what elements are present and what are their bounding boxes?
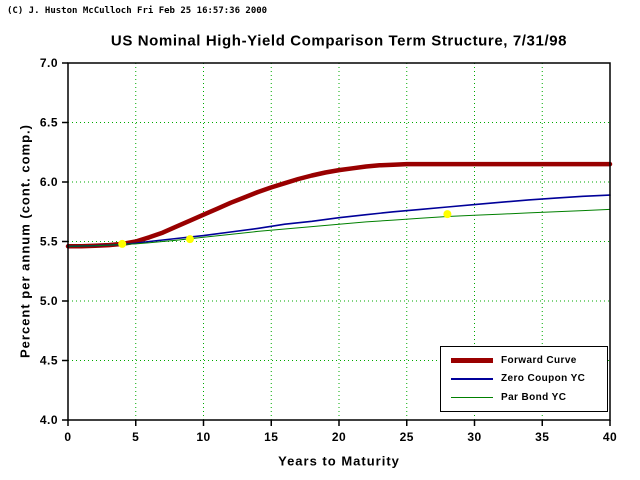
curve-forward-curve (65, 161, 613, 249)
forward-curve-line-swatch (451, 357, 493, 363)
x-tick-label: 40 (603, 430, 617, 444)
y-tick-label: 5.5 (40, 235, 58, 249)
x-tick-label: 20 (332, 430, 346, 444)
curve-par-bond-yc (67, 208, 611, 247)
knot-marker (118, 239, 127, 248)
legend-label: Zero Coupon YC (501, 373, 586, 385)
y-tick-label: 6.5 (40, 116, 58, 130)
copyright-text: (C) J. Huston McCulloch Fri Feb 25 16:57… (7, 6, 268, 16)
x-tick-label: 25 (400, 430, 414, 444)
y-tick-label: 4.5 (40, 354, 58, 368)
legend-item-forward-curve: Forward Curve (441, 351, 607, 369)
x-tick-label: 5 (132, 430, 139, 444)
x-tick-label: 30 (467, 430, 481, 444)
par-bond-line-swatch (451, 397, 493, 399)
legend-item-par-bond-yc: Par Bond YC (441, 389, 607, 407)
y-tick-label: 4.0 (40, 413, 58, 427)
y-tick-label: 7.0 (40, 56, 58, 70)
y-tick-label: 5.0 (40, 294, 58, 308)
chart-title: US Nominal High-Yield Comparison Term St… (110, 32, 568, 50)
zero-coupon-line-swatch (451, 377, 493, 380)
x-axis-label: Years to Maturity (278, 453, 400, 469)
knot-marker (185, 235, 194, 244)
knot-marker (443, 210, 452, 219)
x-tick-label: 10 (196, 430, 210, 444)
x-tick-label: 0 (64, 430, 71, 444)
legend-label: Forward Curve (501, 354, 577, 366)
x-tick-label: 15 (264, 430, 278, 444)
x-tick-label: 35 (535, 430, 549, 444)
legend-label: Par Bond YC (501, 392, 567, 404)
curve-zero-coupon-yc (67, 194, 611, 248)
legend: Forward Curve Zero Coupon YC Par Bond YC (440, 346, 608, 412)
y-tick-label: 6.0 (40, 175, 58, 189)
legend-item-zero-coupon-yc: Zero Coupon YC (441, 370, 607, 388)
